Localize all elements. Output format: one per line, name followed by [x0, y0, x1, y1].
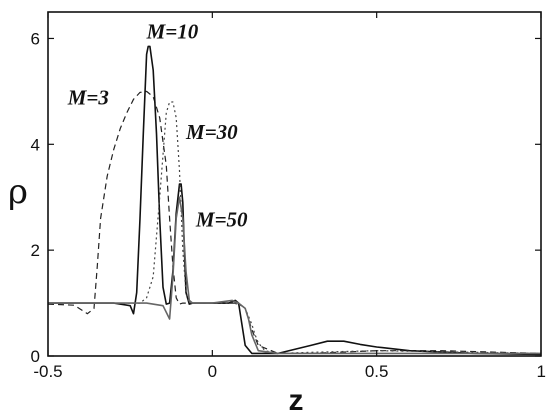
x-tick-label: 0.5: [365, 362, 389, 381]
y-tick-label: 0: [31, 347, 40, 366]
annotation-m30: M=30: [185, 120, 238, 144]
y-axis-label: ρ: [8, 172, 28, 212]
annotation-layer: M=10 M=3 M=30 M=50: [67, 19, 248, 231]
y-tick-label: 2: [31, 241, 40, 260]
series-line-m10: [48, 45, 542, 356]
series-line-m50: [48, 196, 541, 355]
annotation-m3: M=3: [67, 86, 109, 110]
y-tick-label: 6: [31, 29, 40, 48]
annotation-m10: M=10: [146, 19, 199, 43]
annotation-m50: M=50: [195, 207, 248, 231]
x-tick-label: 1: [537, 362, 546, 381]
x-tick-label: -0.5: [33, 362, 62, 381]
series-line-m3: [47, 90, 542, 354]
plot-frame: [47, 11, 542, 357]
series-line-m30: [48, 101, 542, 354]
y-tick-label: 4: [31, 135, 40, 154]
series-layer: [47, 45, 542, 356]
x-tick-label: 0: [208, 362, 217, 381]
x-axis-label: z: [289, 384, 304, 415]
